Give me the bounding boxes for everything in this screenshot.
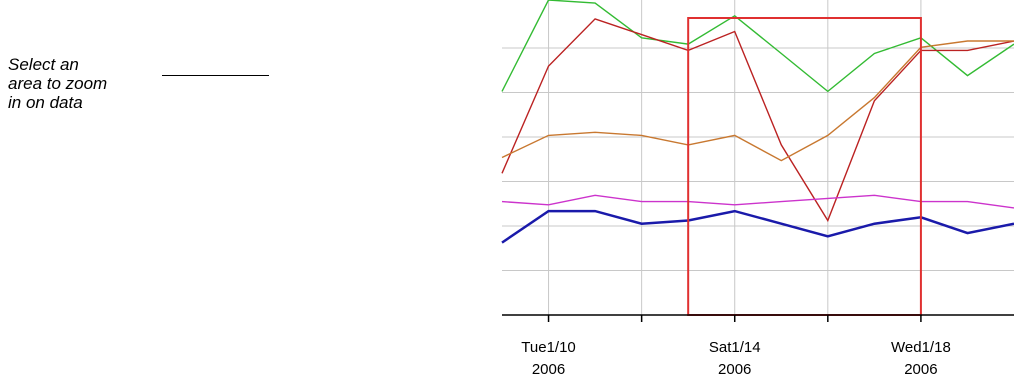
grid (502, 0, 1014, 315)
x-tick-label: Sat1/14 (709, 339, 761, 356)
series-line-3 (501, 40, 1014, 162)
series-layer (501, 0, 1014, 244)
x-axis: Tue1/10 2006 Sat1/14 2006 Wed1/18 2006 (502, 314, 1014, 378)
x-tick-year-label: 2006 (718, 361, 751, 378)
series-line-5 (501, 209, 1014, 244)
callout-pointer-line (162, 75, 269, 76)
x-tick-label: Wed1/18 (891, 339, 951, 356)
callout-line-3: in on data (8, 93, 83, 112)
callout-line-1: Select an (8, 55, 79, 74)
series-line-1 (501, 0, 1014, 93)
zoom-hint-callout: Select an area to zoom in on data (8, 55, 148, 112)
series-line-4 (501, 194, 1014, 209)
callout-line-2: area to zoom (8, 74, 108, 93)
x-tick-year-label: 2006 (904, 361, 937, 378)
x-tick-year-label: 2006 (532, 361, 565, 378)
x-tick-label: Tue1/10 (521, 339, 576, 356)
series-line-2 (501, 18, 1014, 223)
